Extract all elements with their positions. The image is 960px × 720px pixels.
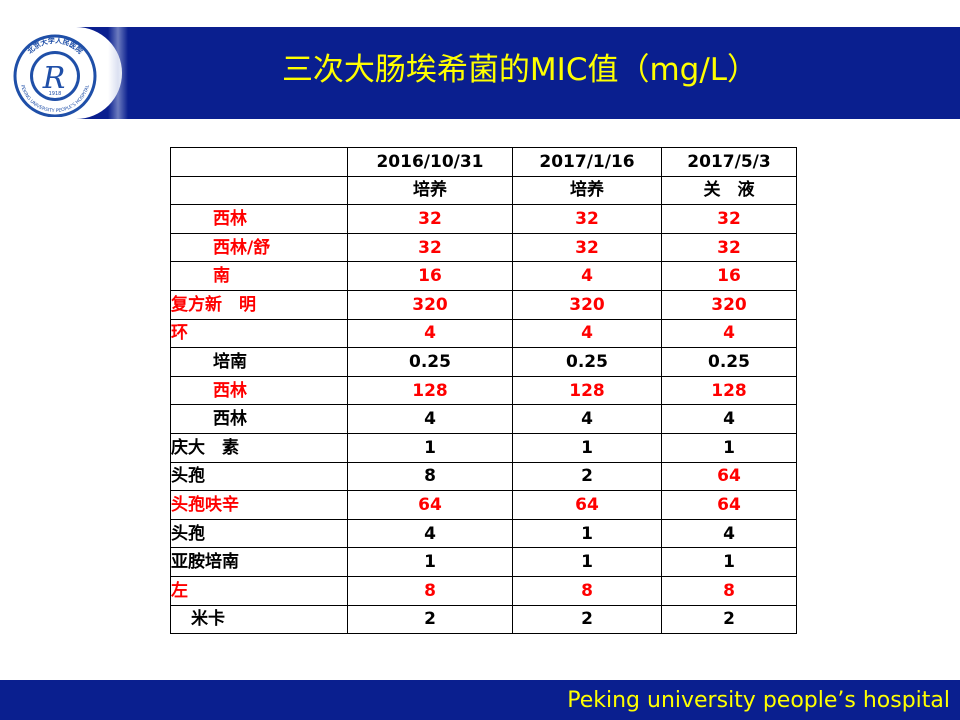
mic-value-cell: 4	[512, 261, 662, 291]
antibiotic-name-cell: 庆大 素	[170, 432, 348, 463]
mic-value-cell: 64	[512, 490, 662, 520]
mic-value-cell: 64	[661, 490, 797, 520]
table-row: 米卡 2 2 2	[170, 604, 797, 635]
antibiotic-name-cell: 西林	[170, 204, 348, 234]
mic-value-cell: 32	[661, 204, 797, 234]
footer-bar	[0, 680, 960, 720]
header-blank-cell	[170, 147, 348, 177]
table-header-row: 培养 培养关 液	[170, 175, 797, 206]
header-bar	[0, 27, 960, 119]
mic-value-cell: 2	[661, 604, 797, 635]
mic-value-cell: 2	[512, 604, 662, 635]
mic-value-cell: 4	[661, 318, 797, 349]
footer-hospital-name: Peking university people’s hospital	[567, 688, 950, 713]
antibiotic-name-cell: 南	[170, 261, 348, 291]
mic-value-cell: 8	[347, 461, 513, 492]
mic-value-cell: 2	[512, 461, 662, 492]
mic-value-cell: 128	[347, 375, 513, 406]
antibiotic-name-cell: 西林	[170, 404, 348, 434]
hospital-seal-logo-icon: 北京大学人民医院 PEKING UNIVERSITY PEOPLE'S HOSP…	[13, 34, 97, 117]
mic-value-cell: 4	[661, 404, 797, 434]
mic-value-cell: 8	[661, 575, 797, 606]
logo-monogram: R	[42, 61, 66, 96]
mic-value-cell: 32	[347, 204, 513, 234]
mic-value-cell: 1	[661, 432, 797, 463]
table-row: 头孢 4 1 4	[170, 518, 797, 549]
antibiotic-name-cell: 复方新 明	[170, 289, 348, 320]
mic-value-cell: 8	[347, 575, 513, 606]
antibiotic-name-cell: 头孢呋辛	[170, 490, 348, 520]
mic-value-cell: 4	[347, 518, 513, 549]
mic-value-cell: 32	[661, 232, 797, 263]
antibiotic-name-cell: 西林	[170, 375, 348, 406]
antibiotic-name-cell: 亚胺培南	[170, 547, 348, 577]
antibiotic-name-cell: 左	[170, 575, 348, 606]
mic-value-cell: 64	[661, 461, 797, 492]
column-header-cell: 培养	[512, 175, 662, 206]
mic-value-cell: 128	[661, 375, 797, 406]
column-header-cell: 2016/10/31	[347, 147, 513, 177]
mic-table: 2016/10/31 2017/1/16 2017/5/3 培养 培养关 液西林 32 32…	[170, 147, 797, 635]
antibiotic-name-cell: 头孢	[170, 518, 348, 549]
mic-value-cell: 4	[347, 404, 513, 434]
mic-value-cell: 16	[347, 261, 513, 291]
antibiotic-name-cell: 环	[170, 318, 348, 349]
antibiotic-name-cell: 米卡	[170, 604, 348, 635]
mic-value-cell: 1	[512, 547, 662, 577]
mic-value-cell: 320	[512, 289, 662, 320]
mic-value-cell: 64	[347, 490, 513, 520]
header-blank-cell	[170, 175, 348, 206]
mic-value-cell: 1	[512, 432, 662, 463]
mic-value-cell: 320	[661, 289, 797, 320]
mic-value-cell: 1	[512, 518, 662, 549]
column-header-cell: 关 液	[661, 175, 797, 206]
table-row: 南 16 4 16	[170, 261, 797, 291]
table-row: 复方新 明 320 320 320	[170, 289, 797, 320]
slide-title: 三次大肠埃希菌的MIC值（mg/L）	[281, 52, 759, 88]
mic-table-body: 2016/10/31 2017/1/16 2017/5/3 培养 培养关 液西林 32 32…	[170, 147, 797, 635]
mic-value-cell: 2	[347, 604, 513, 635]
mic-value-cell: 128	[512, 375, 662, 406]
antibiotic-name-cell: 头孢	[170, 461, 348, 492]
mic-value-cell: 0.25	[347, 347, 513, 377]
mic-value-cell: 1	[347, 432, 513, 463]
mic-value-cell: 4	[661, 518, 797, 549]
antibiotic-name-cell: 培南	[170, 347, 348, 377]
mic-value-cell: 8	[512, 575, 662, 606]
mic-value-cell: 1	[347, 547, 513, 577]
table-row: 亚胺培南 1 1 1	[170, 547, 797, 577]
table-row: 头孢 8 2 64	[170, 461, 797, 492]
mic-value-cell: 0.25	[512, 347, 662, 377]
mic-value-cell: 32	[512, 232, 662, 263]
table-row: 西林/舒 32 32 32	[170, 232, 797, 263]
mic-value-cell: 16	[661, 261, 797, 291]
table-row: 头孢呋辛 64 64 64	[170, 490, 797, 520]
mic-value-cell: 320	[347, 289, 513, 320]
mic-value-cell: 32	[347, 232, 513, 263]
mic-value-cell: 0.25	[661, 347, 797, 377]
table-row: 培南 0.25 0.25 0.25	[170, 347, 797, 377]
logo-year: 1918	[49, 91, 62, 97]
column-header-cell: 2017/1/16	[512, 147, 662, 177]
antibiotic-name-cell: 西林/舒	[170, 232, 348, 263]
mic-value-cell: 4	[347, 318, 513, 349]
mic-value-cell: 1	[661, 547, 797, 577]
column-header-cell: 2017/5/3	[661, 147, 797, 177]
table-header-row: 2016/10/31 2017/1/16 2017/5/3	[170, 147, 797, 177]
table-row: 西林 128 128 128	[170, 375, 797, 406]
table-row: 西林 4 4 4	[170, 404, 797, 434]
table-row: 西林 32 32 32	[170, 204, 797, 234]
column-header-cell: 培养	[347, 175, 513, 206]
mic-value-cell: 32	[512, 204, 662, 234]
mic-value-cell: 4	[512, 318, 662, 349]
mic-value-cell: 4	[512, 404, 662, 434]
